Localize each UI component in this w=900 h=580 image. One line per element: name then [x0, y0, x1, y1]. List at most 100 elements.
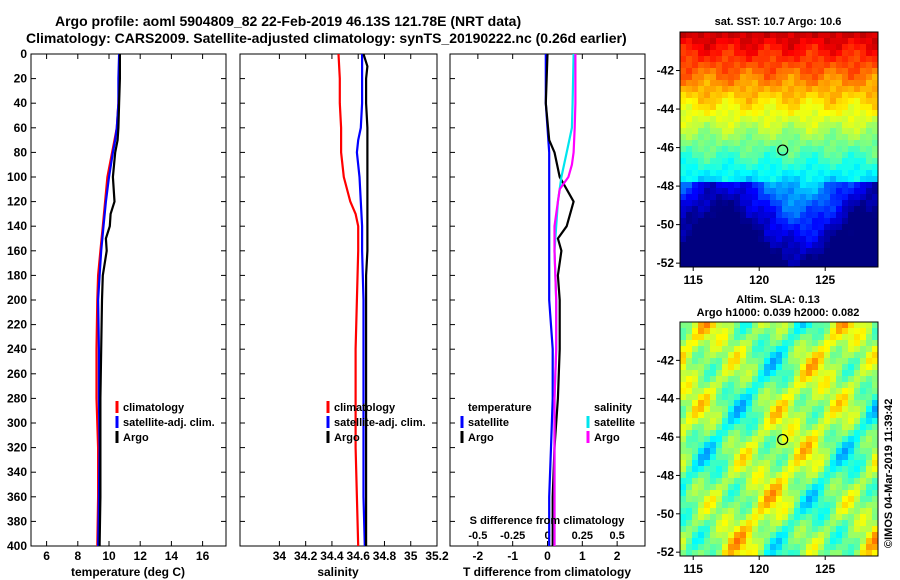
map-cell: [770, 194, 777, 201]
map-cell: [704, 86, 711, 93]
map-cell: [818, 134, 825, 141]
map-cell: [812, 194, 819, 201]
map-cell: [782, 32, 789, 39]
map-cell: [800, 212, 807, 219]
map-cell: [758, 116, 765, 123]
map-cell: [806, 50, 813, 57]
map-cell: [686, 176, 693, 183]
top-x-tick-label: -0.5: [468, 530, 487, 542]
map-cell: [794, 460, 801, 467]
map-cell: [680, 334, 687, 341]
map-cell: [680, 412, 687, 419]
map-cell: [716, 514, 723, 521]
map-cell: [776, 140, 783, 147]
map-cell: [812, 538, 819, 545]
map-cell: [734, 212, 741, 219]
map-cell: [776, 322, 783, 329]
map-cell: [830, 496, 837, 503]
map-cell: [866, 376, 873, 383]
map-cell: [872, 544, 878, 551]
map-cell: [770, 418, 777, 425]
map-cell: [710, 436, 717, 443]
map-cell: [836, 68, 843, 75]
map-cell: [794, 122, 801, 129]
map-cell: [872, 188, 878, 195]
map-cell: [836, 520, 843, 527]
map-cell: [764, 322, 771, 329]
map-cell: [686, 158, 693, 165]
map-cell: [842, 544, 849, 551]
map-cell: [854, 50, 861, 57]
map-cell: [698, 370, 705, 377]
map-cell: [740, 206, 747, 213]
map-y-tick-label: -50: [657, 507, 675, 521]
map-cell: [842, 532, 849, 539]
map-cell: [764, 418, 771, 425]
map-cell: [776, 472, 783, 479]
map-cell: [698, 430, 705, 437]
map-cell: [716, 526, 723, 533]
map-cell: [686, 436, 693, 443]
map-cell: [812, 134, 819, 141]
map-cell: [680, 194, 687, 201]
map-cell: [722, 508, 729, 515]
map-cell: [842, 110, 849, 117]
map-cell: [734, 388, 741, 395]
map-cell: [872, 388, 878, 395]
map-cell: [746, 508, 753, 515]
map-cell: [872, 352, 878, 359]
map-cell: [848, 478, 855, 485]
map-cell: [812, 260, 819, 267]
map-cell: [764, 454, 771, 461]
legend-label-climatology: climatology: [334, 402, 396, 414]
map-cell: [800, 352, 807, 359]
map-cell: [836, 260, 843, 267]
map-cell: [740, 218, 747, 225]
map-cell: [710, 430, 717, 437]
map-cell: [692, 68, 699, 75]
map-cell: [812, 544, 819, 551]
map-cell: [770, 32, 777, 39]
map-cell: [848, 508, 855, 515]
map-cell: [812, 56, 819, 63]
map-cell: [716, 352, 723, 359]
legend-label-s-argo: Argo: [594, 432, 620, 444]
map-cell: [854, 116, 861, 123]
x-tick-label: 34.6: [347, 549, 371, 563]
map-cell: [734, 38, 741, 45]
map-cell: [740, 182, 747, 189]
map-cell: [854, 394, 861, 401]
depth-tick-label: 140: [7, 219, 27, 233]
map-cell: [680, 44, 687, 51]
map-cell: [818, 382, 825, 389]
map-cell: [782, 50, 789, 57]
map-cell: [746, 334, 753, 341]
map-cell: [866, 484, 873, 491]
map-cell: [824, 442, 831, 449]
map-cell: [752, 188, 759, 195]
map-cell: [836, 460, 843, 467]
map-cell: [692, 116, 699, 123]
map-cell: [710, 140, 717, 147]
map-cell: [764, 194, 771, 201]
map-cell: [758, 496, 765, 503]
map-cell: [698, 412, 705, 419]
map-cell: [812, 382, 819, 389]
map-cell: [728, 484, 735, 491]
depth-tick-label: 80: [14, 145, 28, 159]
map-cell: [794, 206, 801, 213]
map-cell: [788, 484, 795, 491]
map-cell: [680, 484, 687, 491]
map-cell: [698, 454, 705, 461]
map-cell: [854, 430, 861, 437]
map-cell: [860, 544, 867, 551]
map-cell: [758, 508, 765, 515]
map-cell: [740, 62, 747, 69]
map-cell: [818, 188, 825, 195]
map-cell: [848, 86, 855, 93]
map-cell: [728, 424, 735, 431]
map-cell: [740, 152, 747, 159]
map-cell: [782, 44, 789, 51]
map-cell: [740, 146, 747, 153]
map-cell: [734, 466, 741, 473]
